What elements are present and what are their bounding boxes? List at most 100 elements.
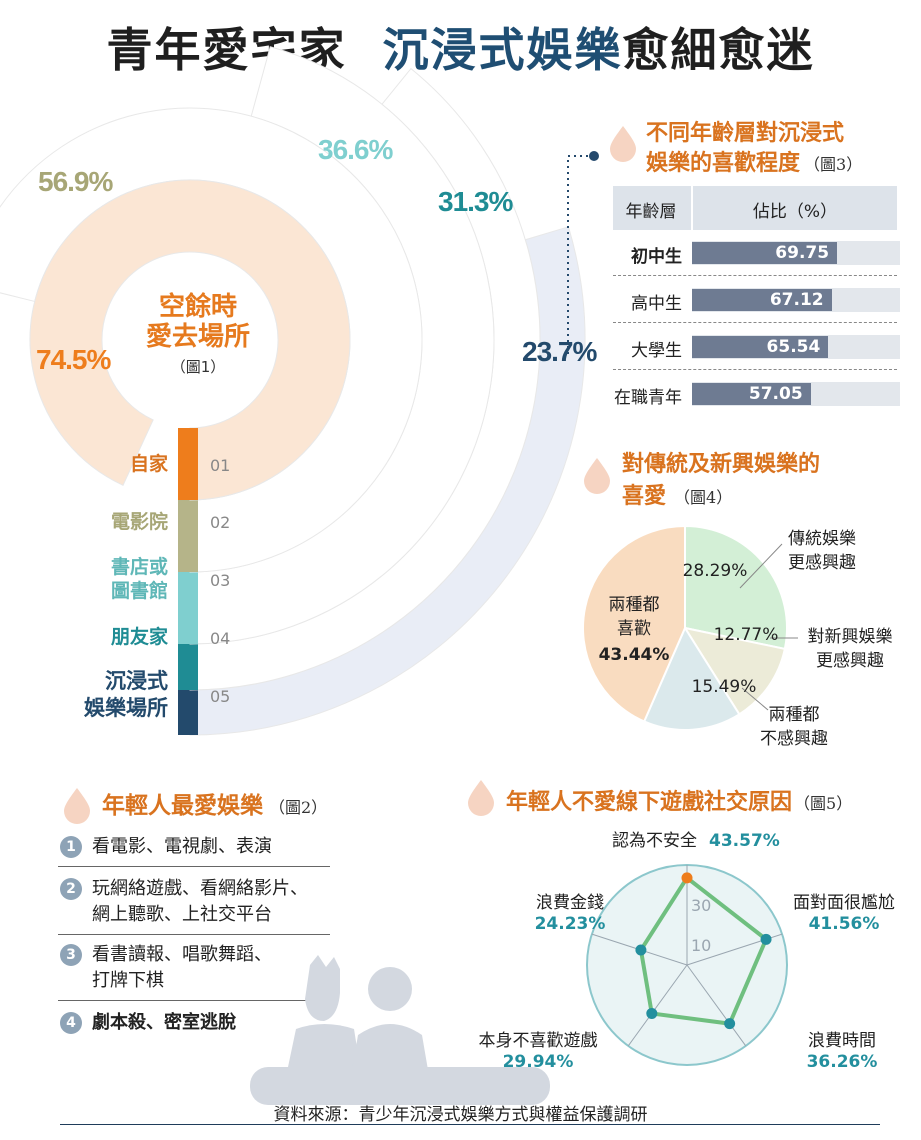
radar-point [760,933,772,945]
fig2-title: 年輕人最愛娛樂 （圖2） [102,786,327,820]
pie-pct-2: 28.29% [683,561,748,581]
pct-label-2: 56.9% [38,166,113,197]
pie-label-1-line1: 兩種都 [609,595,660,615]
category-num-1: 01 [210,456,231,475]
person-silhouette-icon [250,955,550,1105]
fig3-bar-value: 65.54 [766,337,821,357]
list-number-badge: 3 [60,944,82,966]
title-part2: 沉浸式娛樂 [382,23,623,77]
pct-label-5: 23.7% [522,336,597,367]
fig4-title: 對傳統及新興娛樂的 喜愛 （圖4） [622,448,820,514]
fig3-row-label: 初中生 [631,247,682,267]
fig3-title-line1: 不同年齡層對沉浸式 [646,120,845,146]
category-label-5-line2: 娛樂場所 [84,696,168,720]
fig3-row-divider [613,322,897,323]
pie-label-1-line2: 喜歡 [617,619,651,639]
radar-axis-label: 認為不安全 43.57% [612,826,780,851]
category-color-bar-3 [178,572,198,644]
fig3-dotted-connector [567,151,599,355]
fig3-bar [692,383,811,405]
category-num-4: 04 [210,629,231,648]
radar-chart: 10 30 [586,864,788,1066]
pie-leader-line [741,687,769,711]
fig3-bar-value: 69.75 [775,243,830,263]
radar-axis [627,964,688,1047]
list-number-badge: 1 [60,836,82,858]
radar-value: 24.23% [534,914,606,934]
category-label-3-line1: 書店或 [110,556,168,578]
source-text: 資料來源：青少年沉浸式娛樂方式與權益保護調研 [273,1105,648,1125]
radar-axis [686,964,747,1047]
fig3-ref: （圖3） [804,155,863,174]
pie-leader-line [739,543,783,589]
category-num-2: 02 [210,513,231,532]
pie-slice-1 [582,524,686,723]
droplet-icon [610,126,636,162]
list-item-text: 劇本殺、密室逃脫 [92,1012,236,1033]
category-color-bar-5 [178,690,198,735]
fig3-header-col1: 年齡層 [625,202,677,222]
pct-label-1: 74.5% [36,344,111,375]
category-color-bar-1 [178,428,198,500]
category-label-1: 自家 [129,453,168,475]
fig1-center-label: 空餘時 愛去場所 （圖1） [128,292,268,377]
radar-series-line [638,874,769,1026]
fig3-bar [692,289,832,311]
list-number-badge: 4 [60,1012,82,1034]
fig5-title-text: 年輕人不愛線下遊戲社交原因 [506,789,793,815]
category-label-5-line1: 沉浸式 [105,669,168,693]
fig4-ref: （圖4） [674,488,733,507]
pie-label-3-line1: 對新興娛樂 [808,627,893,647]
pie-label-2-line2: 更感興趣 [788,553,856,573]
fig3-header-col2: 佔比（%） [752,202,838,222]
fig3-row-label: 大學生 [631,341,682,361]
radar-value: 36.26% [806,1052,878,1072]
fig3-header-divider [691,186,693,230]
list-item-text: 打牌下棋 [92,970,164,991]
radar-axis-label: 面對面很尷尬 [793,893,895,913]
pct-label-3: 36.6% [318,134,393,165]
category-label-3: 書店或 圖書館 [60,555,168,603]
radar-value: 41.56% [808,914,880,934]
radar-point [724,1018,736,1030]
fig3-row-label: 在職青年 [614,388,682,408]
radar-point [681,872,693,884]
radar-axis-label: 浪費金錢 [536,893,604,913]
fig3-title: 不同年齡層對沉浸式 娛樂的喜歡程度 （圖3） [646,118,862,180]
pie-label-4-line1: 兩種都 [769,705,820,725]
source-line [60,1124,880,1125]
fig3-row-divider [613,275,897,276]
fig1-title-line1: 空餘時 [158,292,237,322]
fig3-bar-value: 67.12 [769,290,824,310]
fig3-row-label: 高中生 [631,294,682,314]
list-item-text: 網上聽歌、上社交平台 [92,904,272,925]
radar-point [646,1007,658,1019]
fig1-ref: （圖1） [170,358,226,376]
category-color-bar-2 [178,500,198,572]
fig4-title-line2: 喜愛 [622,483,667,509]
category-num-3: 03 [210,571,231,590]
fig2-ref: （圖2） [269,798,328,817]
radar-point [635,944,647,956]
pie-pct-3: 12.77% [714,625,779,645]
radar-axis-label: 浪費時間 [808,1031,876,1051]
fig1-title-line2: 愛去場所 [145,322,250,352]
category-label-5: 沉浸式 娛樂場所 [40,668,168,722]
fig3-bar [692,242,838,264]
list-divider [58,1000,330,1001]
list-divider [58,934,330,935]
radar-axis-label: 本身不喜歡遊戲 [478,1031,598,1051]
pie-label-3-line2: 更感興趣 [816,651,884,671]
radial-bar-1 [29,179,351,501]
category-num-5: 05 [210,687,231,706]
list-item-text: 看電影、電視劇、表演 [92,836,272,857]
fig3-bar-value: 57.05 [748,384,803,404]
fig1-center-circle [104,254,276,426]
droplet-icon [468,780,494,816]
droplet-icon [584,458,610,494]
radar-label-text: 認為不安全 [612,831,697,851]
fig3-row-divider [613,369,897,370]
main-title: 青年愛宅家 沉浸式娛樂愈細愈迷 [0,14,921,80]
